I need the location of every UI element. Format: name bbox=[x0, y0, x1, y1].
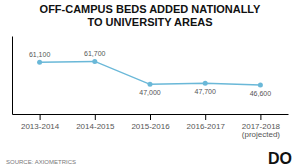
x-tick: 2014-2015 bbox=[76, 114, 115, 131]
x-tick-mark bbox=[150, 114, 151, 120]
x-tick-label: 2015-2016 bbox=[131, 122, 170, 131]
data-label: 61,100 bbox=[29, 51, 51, 58]
data-label: 61,700 bbox=[84, 50, 106, 57]
x-tick-label: 2013-2014 bbox=[21, 122, 60, 131]
data-label: 46,600 bbox=[250, 90, 272, 97]
data-label: 47,000 bbox=[139, 89, 161, 96]
title: OFF-CAMPUS BEDS ADDED NATIONALLYTO UNIVE… bbox=[40, 3, 261, 28]
data-point bbox=[37, 60, 42, 65]
x-tick-label: 2017-2018(projected) bbox=[242, 122, 281, 140]
data-labels: 61,100 61,700 47,000 47,700 46,600 bbox=[29, 50, 271, 97]
marks bbox=[37, 59, 263, 88]
x-tick: 2017-2018(projected) bbox=[242, 114, 281, 139]
title-line: OFF-CAMPUS BEDS ADDED NATIONALLY bbox=[40, 3, 261, 15]
x-tick-label-line: 2015-2016 bbox=[131, 122, 170, 131]
chart-svg: OFF-CAMPUS BEDS ADDED NATIONALLYTO UNIVE… bbox=[0, 0, 300, 168]
x-tick: 2015-2016 bbox=[131, 114, 170, 131]
x-tick-mark bbox=[205, 114, 206, 120]
source-note: SOURCE: AXIOMETRICS bbox=[6, 159, 76, 165]
plot-area: 2013-2014 2014-2015 2015-2016 2016-2017 2017… bbox=[13, 37, 289, 140]
x-tick: 2013-2014 bbox=[21, 114, 60, 131]
data-point bbox=[148, 82, 153, 87]
x-tick-label: 2014-2015 bbox=[76, 122, 115, 131]
x-tick-mark bbox=[40, 114, 41, 120]
x-tick-label: 2016-2017 bbox=[187, 122, 226, 131]
title-line: TO UNIVERSITY AREAS bbox=[87, 16, 212, 28]
x-axis: 2013-2014 2014-2015 2015-2016 2016-2017 2017… bbox=[13, 114, 289, 139]
x-tick-label-line: 2013-2014 bbox=[21, 122, 60, 131]
y-axis-line bbox=[12, 37, 13, 115]
data-point bbox=[203, 81, 208, 86]
y-axis bbox=[12, 37, 13, 115]
x-tick: 2016-2017 bbox=[187, 114, 226, 131]
data-label: 47,700 bbox=[194, 88, 216, 95]
data-line bbox=[40, 61, 261, 85]
data-point bbox=[258, 82, 263, 87]
x-tick-label-line: 2017-2018 bbox=[242, 122, 281, 131]
x-tick-mark bbox=[260, 114, 261, 120]
data-point bbox=[92, 59, 97, 64]
x-tick-label-line: (projected) bbox=[242, 130, 281, 139]
x-tick-mark bbox=[95, 114, 96, 120]
logo: DO bbox=[268, 150, 292, 167]
chart-container: OFF-CAMPUS BEDS ADDED NATIONALLYTO UNIVE… bbox=[0, 0, 300, 168]
x-tick-label-line: 2016-2017 bbox=[187, 122, 226, 131]
x-tick-label-line: 2014-2015 bbox=[76, 122, 115, 131]
